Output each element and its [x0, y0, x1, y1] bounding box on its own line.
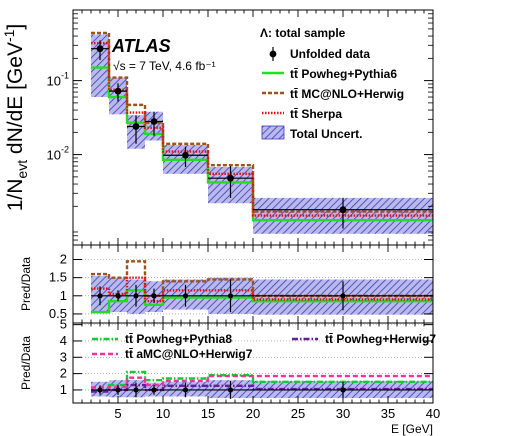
y-tick-label-base: 10 — [47, 74, 61, 89]
data-point — [133, 293, 139, 299]
data-point — [133, 387, 139, 393]
data-point — [97, 293, 103, 299]
data-point — [339, 206, 347, 214]
legend-entry-label: tt̄ aMC@NLO+Herwig7 — [125, 347, 253, 361]
data-point — [132, 123, 140, 130]
x-tick-label: 35 — [381, 406, 395, 421]
y-label-sup: -1 — [1, 29, 17, 42]
data-point — [227, 293, 234, 299]
y-label-part: 1/N — [4, 179, 27, 212]
legend-title: Λ: total sample — [260, 26, 346, 40]
main-panel: 10-110-21/Nevt dN/dE [GeV-1]ATLAS√s = 7 … — [1, 9, 434, 246]
y-label-part: ] — [4, 24, 27, 30]
data-point — [96, 45, 104, 53]
x-tick-label: 10 — [156, 406, 170, 421]
x-tick-label: 15 — [201, 406, 215, 421]
data-point — [151, 293, 157, 299]
x-tick-label: 40 — [426, 406, 440, 421]
data-point — [227, 387, 234, 393]
y-tick-label: 4 — [60, 333, 67, 348]
data-point — [182, 293, 189, 299]
data-point — [340, 293, 346, 299]
data-point — [340, 387, 346, 393]
y-tick-label: 5 — [60, 317, 67, 332]
y-tick-label: 3 — [60, 349, 67, 364]
series-line-3 — [91, 276, 433, 303]
y-tick-label: 1 — [60, 382, 67, 397]
energy-label: √s = 7 TeV, 4.6 fb⁻¹ — [113, 59, 216, 73]
data-point — [151, 387, 157, 393]
x-tick-label: 25 — [291, 406, 305, 421]
y-label-part: dN/dE [GeV — [4, 42, 27, 160]
data-point — [182, 151, 189, 159]
legend-entry-label: tt̄ Sherpa — [290, 107, 342, 121]
legend-entry-label: tt̄ MC@NLO+Herwig — [290, 87, 404, 101]
y-tick-label-base: 10 — [47, 148, 61, 163]
y-axis-label: Pred/Data — [19, 257, 33, 311]
data-point — [115, 293, 121, 299]
data-point — [115, 387, 121, 393]
legend-entry-label: tt̄ Powheg+Pythia8 — [125, 332, 232, 346]
uncertainty-band-bin — [91, 34, 109, 98]
y-tick-label: 2 — [60, 366, 67, 381]
y-tick-label: 1 — [60, 288, 67, 303]
y-axis-label: 1/Nevt dN/dE [GeV-1] — [1, 24, 30, 212]
x-tick-label: 20 — [246, 406, 260, 421]
data-point — [150, 118, 158, 125]
legend-entry-label: Total Uncert. — [290, 127, 362, 141]
data-point — [182, 387, 189, 393]
y-tick-label: 1.5 — [49, 270, 67, 285]
legend-entry-label: Unfolded data — [290, 47, 370, 61]
legend-marker-band — [261, 125, 285, 140]
x-axis-label: E [GeV] — [391, 422, 433, 436]
y-axis-label: Pred/Data — [19, 336, 33, 390]
y-tick-label-exponent: -1 — [61, 71, 69, 81]
y-label-sub: evt — [14, 160, 30, 179]
y-tick-label: 0.5 — [49, 306, 67, 321]
data-point — [97, 387, 103, 393]
atlas-label: ATLAS — [111, 36, 171, 56]
data-point — [227, 174, 234, 182]
y-tick-label: 2 — [60, 252, 67, 267]
legend-entry-label: tt̄ Powheg+Herwig7 — [325, 332, 436, 346]
x-tick-label: 5 — [114, 406, 121, 421]
series-line-3 — [91, 374, 433, 389]
y-tick-label-exponent: -2 — [61, 145, 69, 155]
y-tick-label: 10-1 — [47, 71, 69, 89]
y-tick-label: 10-2 — [47, 145, 69, 163]
ratio-panel-1: 0.5 1 1.5 2 Pred/Data — [19, 244, 434, 324]
legend-entry-label: tt̄ Powheg+Pythia6 — [290, 67, 397, 81]
data-point — [114, 87, 122, 95]
x-tick-label: 30 — [336, 406, 350, 421]
legend-marker-point — [269, 50, 277, 58]
